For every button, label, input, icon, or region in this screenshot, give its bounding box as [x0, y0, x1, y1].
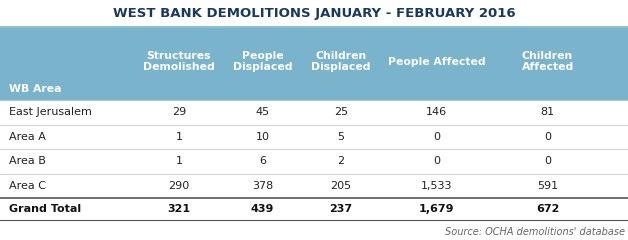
- Text: Children
Affected: Children Affected: [521, 51, 574, 72]
- Bar: [0, 28, 628, 100]
- Text: 0: 0: [433, 132, 440, 142]
- Text: 0: 0: [544, 156, 551, 166]
- Text: Children
Displaced: Children Displaced: [311, 51, 371, 72]
- Text: 6: 6: [259, 156, 266, 166]
- Text: 45: 45: [256, 107, 269, 117]
- Text: Structures
Demolished: Structures Demolished: [143, 51, 215, 72]
- Text: 237: 237: [330, 204, 352, 214]
- Text: 5: 5: [337, 132, 345, 142]
- Text: Area C: Area C: [9, 181, 46, 191]
- Text: 1,679: 1,679: [419, 204, 454, 214]
- Text: 0: 0: [433, 156, 440, 166]
- Text: WEST BANK DEMOLITIONS JANUARY - FEBRUARY 2016: WEST BANK DEMOLITIONS JANUARY - FEBRUARY…: [112, 7, 516, 20]
- Text: 439: 439: [251, 204, 274, 214]
- Text: 378: 378: [252, 181, 273, 191]
- Text: 10: 10: [256, 132, 269, 142]
- Text: 1,533: 1,533: [421, 181, 452, 191]
- Text: 672: 672: [536, 204, 560, 214]
- Text: 1: 1: [175, 156, 183, 166]
- Text: People Affected: People Affected: [387, 57, 485, 66]
- Text: Area A: Area A: [9, 132, 46, 142]
- Text: 29: 29: [172, 107, 186, 117]
- Text: People
Displaced: People Displaced: [233, 51, 292, 72]
- Text: 2: 2: [337, 156, 345, 166]
- Text: Area B: Area B: [9, 156, 46, 166]
- Text: 1: 1: [175, 132, 183, 142]
- Text: 25: 25: [334, 107, 348, 117]
- Text: 205: 205: [330, 181, 352, 191]
- Text: 81: 81: [541, 107, 555, 117]
- Text: Grand Total: Grand Total: [9, 204, 82, 214]
- Text: 591: 591: [537, 181, 558, 191]
- Text: 290: 290: [168, 181, 190, 191]
- Text: 146: 146: [426, 107, 447, 117]
- Text: 0: 0: [544, 132, 551, 142]
- Text: 321: 321: [168, 204, 190, 214]
- Text: East Jerusalem: East Jerusalem: [9, 107, 92, 117]
- Text: Source: OCHA demolitions' database: Source: OCHA demolitions' database: [445, 227, 625, 237]
- Text: WB Area: WB Area: [9, 84, 62, 94]
